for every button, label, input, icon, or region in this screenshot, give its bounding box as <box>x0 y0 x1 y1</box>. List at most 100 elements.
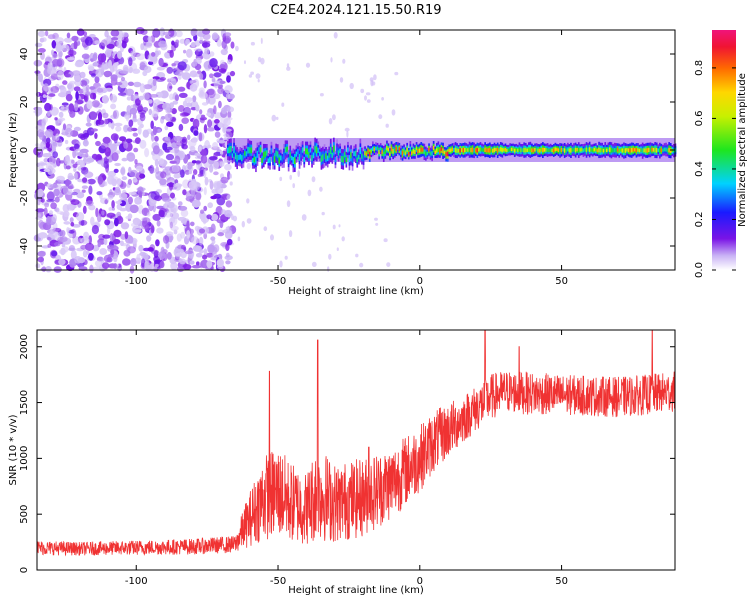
spectrogram-noise-blob <box>104 49 112 58</box>
spectrogram-noise-blob <box>52 53 58 59</box>
spectrogram-noise-blob <box>211 252 218 261</box>
spectrogram-noise-blob <box>206 214 212 220</box>
spectrogram-noise-blob <box>175 182 179 187</box>
spectrogram-noise-blob <box>115 125 122 132</box>
carrier-cell <box>627 148 630 153</box>
spectrogram-noise-blob <box>50 202 57 210</box>
spectrogram-noise-blob <box>206 127 215 132</box>
spectrogram-noise-blob <box>65 179 70 187</box>
spectrogram-noise-blob <box>77 178 83 183</box>
carrier-cell <box>513 148 516 153</box>
spectrogram-noise-blob <box>150 120 154 130</box>
spectrogram-noise-blob <box>188 180 197 191</box>
spectrogram-noise-blob <box>121 31 129 38</box>
spectrogram-noise-blob <box>217 87 224 95</box>
carrier-cell <box>370 149 373 154</box>
spectrogram-noise-blob <box>200 209 205 214</box>
carrier-cell <box>529 147 532 153</box>
spectrogram-noise-blob <box>210 236 216 241</box>
spectrogram-noise-blob <box>142 35 150 43</box>
spectrogram-noise-blob <box>103 238 108 246</box>
carrier-cell <box>436 148 438 153</box>
spectrogram-noise-blob <box>191 61 198 67</box>
spectrogram-noise-blob <box>75 71 79 78</box>
spectrogram-noise-blob <box>92 62 99 67</box>
spectrogram-noise-blob <box>137 125 142 135</box>
spectrogram-noise-blob <box>189 80 193 84</box>
carrier-cell <box>487 148 490 153</box>
spectrogram-noise-blob <box>198 236 204 246</box>
carrier-cell <box>601 147 603 153</box>
spectrogram-noise-blob <box>196 261 200 266</box>
spectrogram-speck <box>385 123 389 128</box>
carrier-cell <box>428 147 430 152</box>
spectrogram-noise-blob <box>35 263 41 269</box>
spectrogram-noise-blob <box>127 246 136 254</box>
spectrogram-noise-blob <box>121 157 128 162</box>
spectrogram-speck <box>279 260 283 268</box>
spectrogram-noise-blob <box>178 201 183 207</box>
carrier-cell <box>412 148 415 154</box>
spectrogram-noise-blob <box>63 210 70 218</box>
carrier-cell <box>454 147 457 153</box>
spectrogram-speck <box>328 253 332 260</box>
carrier-cell <box>478 147 480 152</box>
spectrogram-noise-blob <box>162 142 168 151</box>
spectrogram-noise-blob <box>203 248 208 254</box>
spectrogram-noise-blob <box>65 165 71 170</box>
spectrogram-noise-blob <box>105 87 113 92</box>
carrier-cell <box>504 147 507 152</box>
carrier-cell <box>393 148 396 153</box>
carrier-cell <box>610 147 613 153</box>
spectrogram-noise-blob <box>69 258 77 268</box>
spectrogram-speck <box>246 218 252 224</box>
carrier-cell <box>665 147 667 152</box>
spectrogram-noise-blob <box>133 81 142 88</box>
spectrogram-noise-blob <box>44 115 48 123</box>
spectrogram-speck <box>248 74 253 78</box>
spectrogram-noise-blob <box>120 222 130 230</box>
spectrogram-noise-blob <box>132 177 138 183</box>
spectrogram-noise-blob <box>43 83 49 92</box>
spectrogram-noise-blob <box>180 209 189 217</box>
carrier-cell <box>239 153 242 160</box>
spectrogram-noise-blob <box>201 42 211 48</box>
carrier-cell <box>375 146 377 151</box>
carrier-cell <box>276 151 279 158</box>
spectrogram-noise-blob <box>152 28 161 38</box>
spectrogram-noise-blob <box>89 86 96 90</box>
spectrogram-noise-blob <box>221 107 227 115</box>
snr-x-axis-label: Height of straight line (km) <box>288 585 424 596</box>
spectrogram-noise-blob <box>216 38 222 47</box>
spectrogram-noise-blob <box>213 171 219 176</box>
spectrogram-noise-blob <box>202 254 208 260</box>
spectrogram-noise-blob <box>119 70 129 74</box>
spectrogram-noise-blob <box>194 152 201 157</box>
spectrogram-speck <box>286 63 290 68</box>
carrier-cell <box>358 154 360 160</box>
spectrogram-noise-blob <box>110 94 118 103</box>
spectrogram-speck <box>321 211 325 216</box>
colorbar-tick-label: 0.6 <box>694 110 705 126</box>
spectrogram-noise-blob <box>136 53 146 61</box>
spectrogram-noise-blob <box>115 200 123 205</box>
carrier-cell <box>300 150 302 158</box>
spectrogram-noise-blob <box>209 164 214 173</box>
spectrogram-noise-blob <box>101 210 105 216</box>
spectrogram-noise-blob <box>195 50 199 56</box>
spectrogram-speck <box>227 225 230 232</box>
spectrogram-noise-blob <box>193 130 199 136</box>
spectrogram-noise-blob <box>108 122 112 128</box>
carrier-cell <box>484 147 486 153</box>
spectrogram-noise-blob <box>205 97 211 104</box>
carrier-cell <box>459 148 462 153</box>
carrier-cell <box>431 151 433 156</box>
spectrogram-noise-blob <box>54 196 60 203</box>
spectrogram-noise-blob <box>204 176 209 186</box>
spectrogram-noise-blob <box>73 188 81 193</box>
spectrogram-noise-blob <box>140 43 144 51</box>
spectrogram-speck <box>359 262 364 268</box>
spectrogram-noise-blob <box>66 227 70 233</box>
spectrogram-noise-blob <box>81 185 88 189</box>
carrier-cell <box>523 147 525 153</box>
